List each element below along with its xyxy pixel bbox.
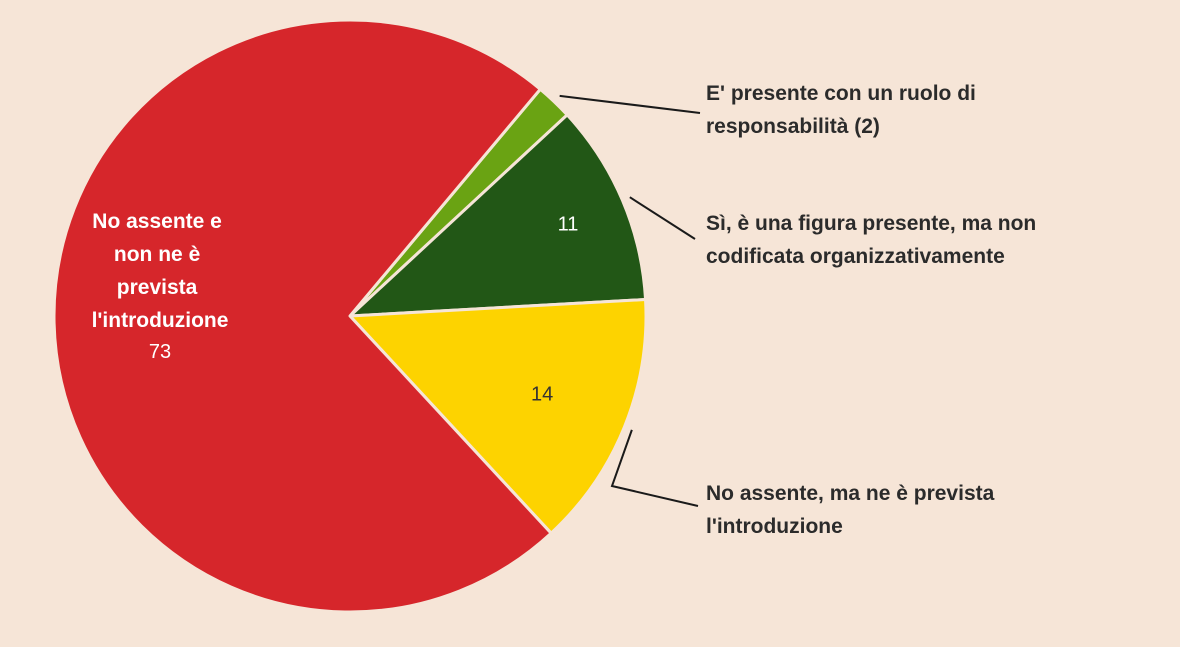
slice-non-codificata: [348, 113, 648, 318]
value-labels: 11 14 73: [149, 213, 578, 405]
label-prevista: No assente, ma ne è prevista l'introduzi…: [706, 482, 1000, 538]
leader-line-responsabilita: [559, 94, 701, 114]
slice-non-prevista: [52, 18, 553, 614]
value-label-prevista: 14: [531, 384, 553, 406]
leader-line-prevista: [610, 429, 699, 507]
value-label-non-codificata: 11: [558, 213, 579, 235]
label-non-prevista: No assente e non ne è prevista l'introdu…: [92, 210, 229, 332]
pie-slices: [52, 18, 648, 614]
label-responsabilita: E' presente con un ruolo di responsabili…: [706, 82, 982, 138]
slice-prevista: [348, 297, 648, 535]
leader-lines: [559, 94, 701, 507]
leader-line-non-codificata: [629, 196, 696, 240]
value-label-non-prevista: 73: [149, 341, 171, 363]
label-non-codificata: Sì, è una figura presente, ma non codifi…: [706, 212, 1042, 268]
